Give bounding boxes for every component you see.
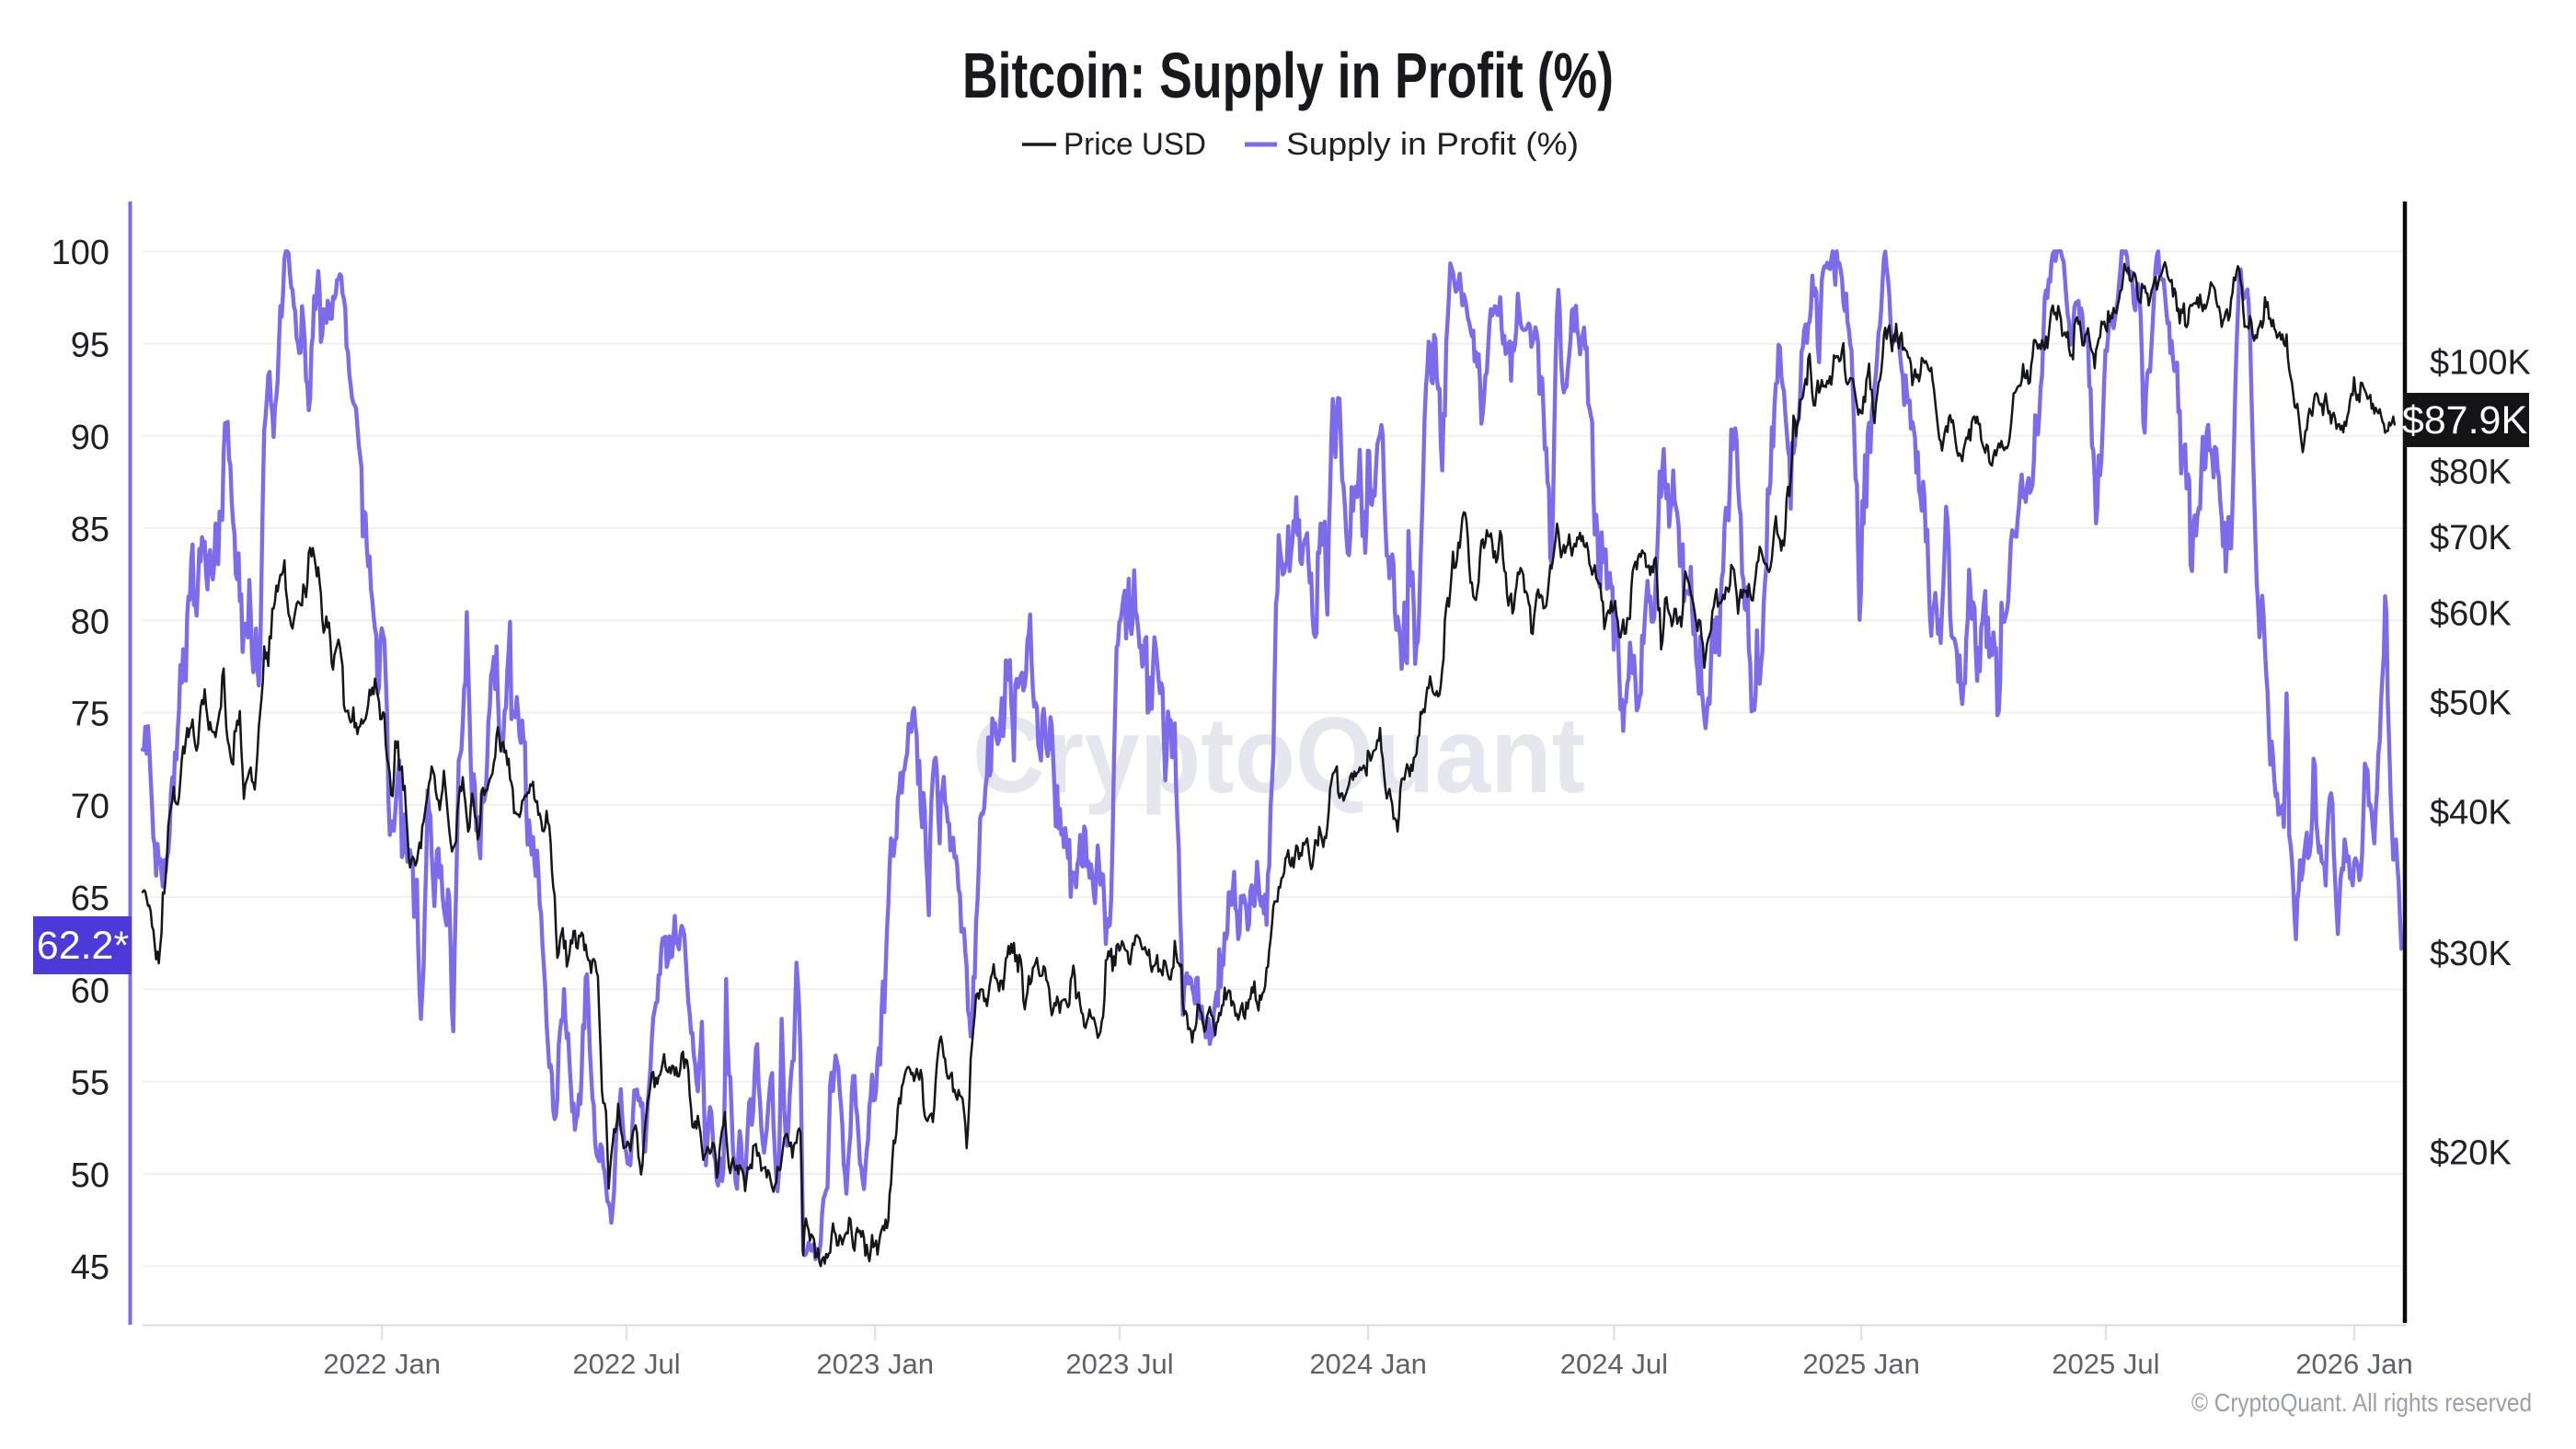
- svg-text:75: 75: [71, 696, 109, 734]
- svg-text:$70K: $70K: [2430, 519, 2512, 558]
- svg-text:$40K: $40K: [2430, 794, 2512, 833]
- svg-text:$60K: $60K: [2430, 594, 2512, 633]
- svg-text:80: 80: [71, 603, 109, 641]
- svg-text:CryptoQuant: CryptoQuant: [972, 695, 1585, 815]
- svg-text:45: 45: [71, 1248, 109, 1287]
- svg-text:2026 Jan: 2026 Jan: [2295, 1348, 2413, 1380]
- svg-text:50: 50: [71, 1156, 109, 1195]
- svg-text:2023 Jan: 2023 Jan: [816, 1348, 934, 1380]
- svg-text:$80K: $80K: [2430, 454, 2512, 492]
- svg-text:$87.9K: $87.9K: [2402, 398, 2528, 443]
- svg-text:2022 Jul: 2022 Jul: [572, 1348, 680, 1380]
- svg-text:2023 Jul: 2023 Jul: [1065, 1348, 1173, 1380]
- svg-text:$20K: $20K: [2430, 1133, 2512, 1172]
- svg-text:$30K: $30K: [2430, 935, 2512, 973]
- svg-text:55: 55: [71, 1064, 109, 1103]
- svg-text:Price USD: Price USD: [1064, 127, 1206, 162]
- svg-text:70: 70: [71, 788, 109, 826]
- svg-text:2024 Jan: 2024 Jan: [1309, 1348, 1427, 1380]
- svg-text:2022 Jan: 2022 Jan: [323, 1348, 441, 1380]
- svg-text:$100K: $100K: [2430, 344, 2531, 383]
- svg-text:65: 65: [71, 880, 109, 918]
- svg-text:90: 90: [71, 419, 109, 457]
- svg-text:$50K: $50K: [2430, 684, 2512, 723]
- svg-text:Bitcoin: Supply in Profit (%): Bitcoin: Supply in Profit (%): [962, 40, 1614, 111]
- svg-text:Supply in Profit (%): Supply in Profit (%): [1286, 127, 1579, 162]
- svg-text:2024 Jul: 2024 Jul: [1560, 1348, 1668, 1380]
- svg-text:95: 95: [71, 327, 109, 365]
- svg-text:2025 Jul: 2025 Jul: [2052, 1348, 2159, 1380]
- svg-text:85: 85: [71, 511, 109, 549]
- svg-text:62.2*: 62.2*: [37, 924, 130, 968]
- svg-text:2025 Jan: 2025 Jan: [1802, 1348, 1920, 1380]
- svg-text:© CryptoQuant. All rights rese: © CryptoQuant. All rights reserved: [2191, 1388, 2532, 1417]
- svg-text:60: 60: [71, 972, 109, 1010]
- svg-text:100: 100: [52, 234, 109, 272]
